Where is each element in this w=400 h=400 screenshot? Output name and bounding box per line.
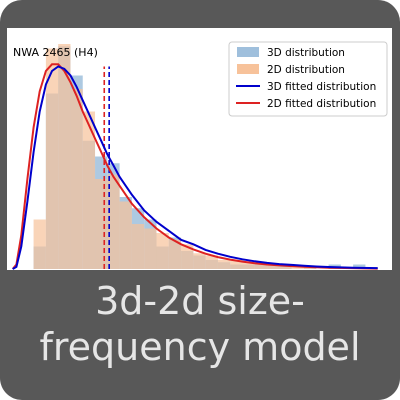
- hist-2d-bar-4: [58, 44, 71, 269]
- legend-label-3: 2D fitted distribution: [267, 98, 376, 110]
- hist-2d-bar-7: [95, 179, 108, 269]
- hist-2d-bar-9: [119, 201, 132, 269]
- legend-label-1: 2D distribution: [267, 64, 345, 76]
- caption: 3d-2d size- frequency model: [0, 278, 400, 370]
- legend-swatch-1: [237, 64, 259, 74]
- hist-2d-bar-20: [254, 264, 268, 269]
- chart-title: NWA 2465 (H4): [13, 46, 98, 59]
- legend: 3D distribution 2D distribution 3D fitted …: [228, 41, 388, 117]
- hist-2d-bar-3: [45, 48, 59, 269]
- hist-2d-bar-15: [193, 253, 206, 269]
- hist-2d-bar-17: [217, 260, 231, 269]
- hist-2d-group: [33, 44, 317, 269]
- fitted-curves-group: [11, 63, 378, 270]
- mean-lines-group: [103, 66, 110, 269]
- caption-line-1: 3d-2d size-: [95, 279, 305, 323]
- hist-2d-bar-16: [205, 255, 218, 269]
- legend-label-2: 3D fitted distribution: [267, 81, 376, 93]
- caption-line-2: frequency model: [39, 325, 361, 369]
- hist-2d-bar-18: [230, 260, 243, 269]
- hist-2d-bar-10: [131, 224, 145, 269]
- hist-2d-bar-12: [156, 233, 169, 269]
- hist-2d-bar-5: [70, 89, 83, 269]
- hist-2d-bar-19: [242, 262, 255, 269]
- hist-2d-bar-11: [144, 228, 157, 269]
- hist-2d-bar-22: [279, 266, 292, 269]
- fit-2d-curve: [11, 63, 378, 270]
- plot-area: NWA 2465 (H4) 3D distribution 2D distribu…: [7, 28, 392, 270]
- hist-2d-bar-6: [82, 111, 96, 269]
- hist-2d-bar-2: [33, 219, 46, 269]
- fit-3d-curve: [12, 65, 378, 270]
- hist-2d-bar-14: [181, 244, 194, 269]
- legend-frame: [228, 41, 388, 117]
- hist-2d-bar-8: [107, 174, 120, 269]
- legend-label-0: 3D distribution: [267, 47, 345, 59]
- size-frequency-chart: NWA 2465 (H4) 3D distribution 2D distribu…: [11, 41, 388, 270]
- legend-items: 3D distribution 2D distribution 3D fitted …: [236, 47, 376, 110]
- hist-2d-bar-21: [267, 264, 280, 269]
- hist-2d-bar-13: [168, 239, 182, 269]
- legend-swatch-0: [237, 47, 259, 57]
- hist-2d-bar-23: [291, 266, 304, 269]
- hist-3d-bar-28: [353, 264, 366, 269]
